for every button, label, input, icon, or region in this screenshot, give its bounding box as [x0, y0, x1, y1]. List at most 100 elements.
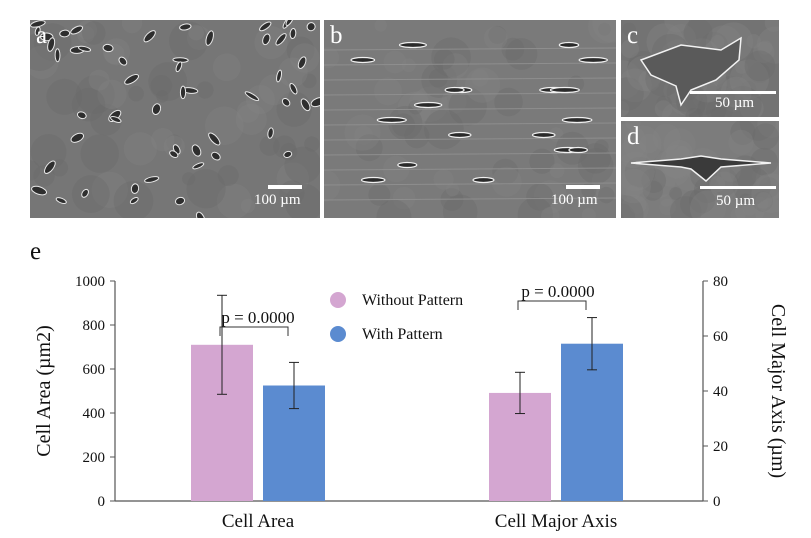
micrograph-texture	[471, 69, 489, 87]
micrograph-texture	[301, 73, 317, 89]
micrograph-texture	[621, 77, 644, 111]
micrograph-texture	[625, 121, 641, 131]
pattern-line	[324, 107, 616, 111]
cell	[244, 91, 260, 102]
panel-label-c: c	[627, 22, 639, 49]
micrograph-texture	[654, 100, 673, 117]
micrograph-texture	[735, 60, 748, 74]
chart-panel-label: e	[30, 238, 42, 265]
cell	[281, 97, 291, 107]
micrograph-texture	[196, 81, 214, 99]
micrograph-texture	[182, 172, 196, 186]
cell	[549, 86, 580, 94]
micrograph-texture	[752, 123, 779, 150]
cell	[179, 85, 187, 100]
cell	[192, 162, 205, 170]
micrograph-texture	[710, 35, 725, 49]
micrograph-texture	[621, 39, 640, 59]
micrograph-texture	[186, 25, 211, 50]
scale-bar-d	[700, 186, 776, 189]
micrograph-texture	[752, 191, 774, 212]
pattern-line	[324, 77, 616, 81]
pattern-line	[324, 152, 616, 156]
cell	[472, 176, 495, 184]
micrograph-texture	[526, 183, 554, 211]
cell	[310, 97, 320, 108]
micrograph-texture	[401, 58, 416, 73]
micrograph-texture	[374, 20, 388, 32]
micrograph-texture	[121, 20, 143, 34]
cell	[297, 56, 307, 69]
pattern-line	[324, 137, 616, 141]
micrograph-texture	[710, 171, 739, 200]
micrograph-panel-c: c	[621, 20, 779, 117]
micrograph-texture	[123, 132, 157, 166]
legend-label: With Pattern	[362, 326, 443, 343]
cell	[211, 151, 221, 161]
cell	[76, 111, 87, 120]
micrograph-texture	[625, 185, 641, 201]
micrograph-texture	[739, 193, 752, 206]
cell	[300, 98, 311, 112]
micrograph-texture	[80, 134, 120, 173]
cell	[143, 30, 156, 43]
micrograph-texture	[91, 171, 128, 209]
micrograph-texture	[46, 78, 83, 115]
cell	[55, 197, 67, 205]
micrograph-texture	[240, 198, 256, 213]
micrograph-texture	[730, 121, 756, 145]
cell	[578, 56, 608, 64]
micrograph-texture	[388, 105, 423, 141]
micrograph-image-d	[621, 121, 779, 218]
cell	[276, 69, 283, 83]
cell	[110, 115, 122, 124]
micrograph-texture	[739, 121, 776, 141]
pattern-line	[324, 122, 616, 126]
micrograph-texture	[706, 97, 733, 117]
micrograph-texture	[237, 100, 260, 123]
micrograph-texture	[683, 20, 713, 48]
cell	[169, 150, 179, 158]
cell	[195, 211, 206, 218]
micrograph-texture	[652, 123, 681, 152]
y-tick-label-right: 80	[713, 274, 728, 290]
micrograph-texture	[659, 194, 673, 207]
scale-text-b: 100 µm	[551, 192, 598, 208]
micrograph-texture	[661, 102, 690, 117]
micrograph-texture	[397, 91, 432, 126]
micrograph-texture	[621, 160, 650, 197]
micrograph-texture	[442, 194, 478, 218]
micrograph-texture	[577, 148, 614, 184]
micrograph-texture	[71, 87, 106, 122]
legend-swatch	[330, 292, 346, 308]
cell	[413, 101, 443, 109]
micrograph-texture	[324, 169, 341, 202]
micrograph-texture	[697, 94, 727, 117]
scale-text-d: 50 µm	[716, 193, 756, 209]
micrograph-texture	[392, 186, 416, 210]
micrograph-texture	[729, 59, 770, 100]
cell	[639, 36, 742, 107]
micrograph-texture	[637, 160, 676, 199]
micrograph-texture	[744, 50, 776, 82]
micrograph-texture	[97, 79, 127, 109]
micrograph-texture	[258, 74, 290, 106]
micrograph-texture	[428, 68, 448, 88]
legend-swatch	[330, 326, 346, 342]
cell	[398, 41, 427, 49]
micrograph-texture	[549, 163, 565, 179]
y-axis-title-right: Cell Major Axis (µm)	[767, 304, 789, 478]
micrograph-texture	[693, 176, 721, 204]
y-tick-label-left: 400	[83, 406, 106, 422]
micrograph-texture	[442, 53, 469, 79]
cell	[81, 188, 89, 198]
y-tick-label-left: 600	[83, 362, 106, 378]
cell	[267, 127, 274, 139]
cell	[289, 28, 297, 40]
scale-bar-b	[566, 185, 600, 189]
micrograph-image-c	[621, 20, 779, 117]
pattern-line	[324, 182, 616, 186]
micrograph-texture	[594, 139, 609, 155]
pattern-line	[324, 197, 616, 201]
cell	[350, 56, 376, 64]
